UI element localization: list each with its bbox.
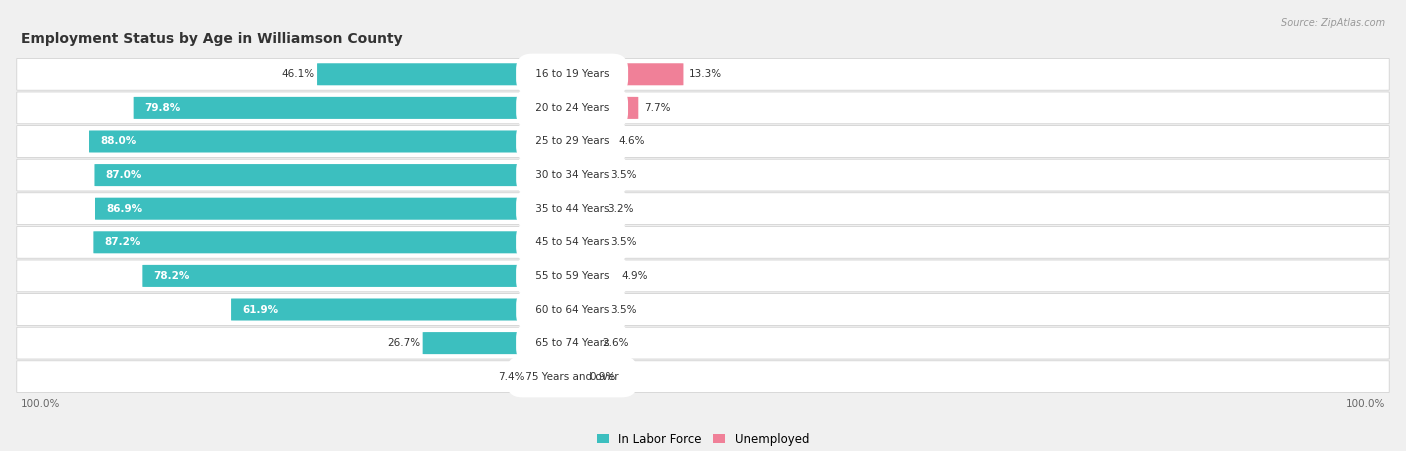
Legend: In Labor Force, Unemployed: In Labor Force, Unemployed <box>598 433 808 446</box>
Text: 60 to 64 Years: 60 to 64 Years <box>531 304 613 314</box>
Text: 75 Years and over: 75 Years and over <box>522 372 621 382</box>
FancyBboxPatch shape <box>568 97 638 119</box>
Text: 25 to 29 Years: 25 to 29 Years <box>531 137 613 147</box>
FancyBboxPatch shape <box>568 231 605 253</box>
FancyBboxPatch shape <box>318 63 576 85</box>
FancyBboxPatch shape <box>17 260 1389 292</box>
Text: 7.7%: 7.7% <box>644 103 671 113</box>
FancyBboxPatch shape <box>17 58 1389 90</box>
Text: 61.9%: 61.9% <box>242 304 278 314</box>
Text: 88.0%: 88.0% <box>100 137 136 147</box>
FancyBboxPatch shape <box>89 130 576 152</box>
Text: 35 to 44 Years: 35 to 44 Years <box>531 204 613 214</box>
FancyBboxPatch shape <box>17 361 1389 393</box>
Text: 100.0%: 100.0% <box>21 399 60 409</box>
Text: Employment Status by Age in Williamson County: Employment Status by Age in Williamson C… <box>21 32 402 46</box>
FancyBboxPatch shape <box>17 327 1389 359</box>
FancyBboxPatch shape <box>134 97 576 119</box>
Text: 100.0%: 100.0% <box>1346 399 1385 409</box>
Text: 65 to 74 Years: 65 to 74 Years <box>531 338 613 348</box>
FancyBboxPatch shape <box>17 226 1389 258</box>
FancyBboxPatch shape <box>93 231 576 253</box>
Text: 86.9%: 86.9% <box>105 204 142 214</box>
Text: 3.5%: 3.5% <box>610 304 637 314</box>
Text: 0.9%: 0.9% <box>589 372 616 382</box>
FancyBboxPatch shape <box>17 193 1389 225</box>
FancyBboxPatch shape <box>17 125 1389 157</box>
Text: 26.7%: 26.7% <box>387 338 420 348</box>
Text: 3.2%: 3.2% <box>607 204 634 214</box>
FancyBboxPatch shape <box>568 299 605 321</box>
FancyBboxPatch shape <box>231 299 576 321</box>
Text: 3.5%: 3.5% <box>610 170 637 180</box>
Text: 13.3%: 13.3% <box>689 69 723 79</box>
FancyBboxPatch shape <box>94 164 576 186</box>
Text: 3.5%: 3.5% <box>610 237 637 247</box>
Text: 87.0%: 87.0% <box>105 170 142 180</box>
Text: 78.2%: 78.2% <box>153 271 190 281</box>
FancyBboxPatch shape <box>17 92 1389 124</box>
FancyBboxPatch shape <box>17 294 1389 326</box>
Text: 87.2%: 87.2% <box>104 237 141 247</box>
FancyBboxPatch shape <box>568 265 616 287</box>
Text: 79.8%: 79.8% <box>145 103 181 113</box>
Text: 4.9%: 4.9% <box>621 271 648 281</box>
FancyBboxPatch shape <box>568 198 602 220</box>
Text: 16 to 19 Years: 16 to 19 Years <box>531 69 613 79</box>
Text: 7.4%: 7.4% <box>499 372 524 382</box>
Text: 2.6%: 2.6% <box>603 338 630 348</box>
FancyBboxPatch shape <box>96 198 576 220</box>
FancyBboxPatch shape <box>527 366 576 388</box>
Text: 20 to 24 Years: 20 to 24 Years <box>531 103 613 113</box>
FancyBboxPatch shape <box>568 332 598 354</box>
Text: 46.1%: 46.1% <box>281 69 315 79</box>
Text: 55 to 59 Years: 55 to 59 Years <box>531 271 613 281</box>
Text: 4.6%: 4.6% <box>619 137 645 147</box>
FancyBboxPatch shape <box>568 130 613 152</box>
FancyBboxPatch shape <box>568 63 683 85</box>
FancyBboxPatch shape <box>568 366 583 388</box>
FancyBboxPatch shape <box>17 159 1389 191</box>
FancyBboxPatch shape <box>142 265 576 287</box>
FancyBboxPatch shape <box>568 164 605 186</box>
FancyBboxPatch shape <box>423 332 576 354</box>
Text: Source: ZipAtlas.com: Source: ZipAtlas.com <box>1281 18 1385 28</box>
Text: 45 to 54 Years: 45 to 54 Years <box>531 237 613 247</box>
Text: 30 to 34 Years: 30 to 34 Years <box>531 170 613 180</box>
